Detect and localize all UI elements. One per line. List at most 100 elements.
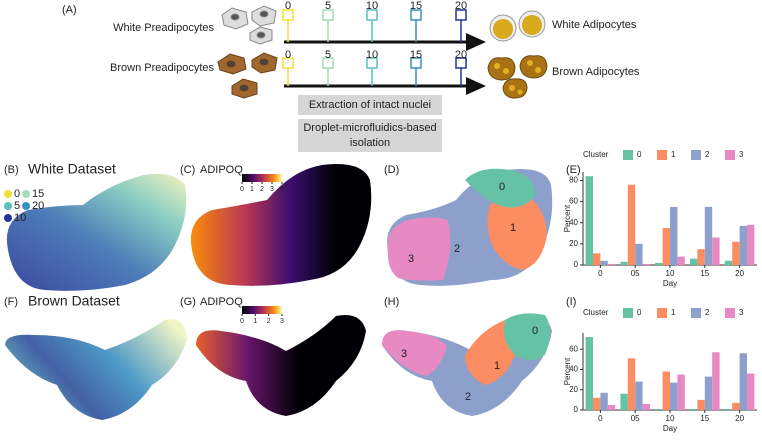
legend-label: 0 — [637, 150, 642, 159]
bar — [712, 237, 720, 265]
bar — [704, 206, 713, 265]
bar — [677, 374, 685, 410]
bar — [607, 263, 616, 265]
bar — [642, 263, 650, 265]
legend-label: 1 — [671, 150, 676, 159]
day-label: 20 — [455, 0, 467, 12]
bar — [635, 243, 643, 265]
bar — [662, 371, 670, 410]
x-tick-label: 05 — [631, 269, 640, 278]
bar — [662, 228, 670, 265]
legend-swatch — [691, 308, 701, 318]
step-text: Extraction of intact nuclei — [309, 99, 431, 111]
legend-swatch — [691, 150, 701, 160]
day-square — [282, 9, 294, 21]
legend-swatch — [623, 308, 633, 318]
panel-label: (C) — [180, 164, 195, 176]
bar — [724, 408, 733, 410]
gene-label: ADIPOQ — [200, 296, 243, 308]
bar — [690, 408, 698, 410]
panel-title: Brown Dataset — [28, 293, 120, 309]
colorbar — [242, 174, 282, 182]
bar — [620, 261, 628, 265]
legend-label: 10 — [14, 212, 26, 224]
bar — [620, 393, 628, 410]
panel-label: (F) — [4, 296, 18, 308]
bar — [697, 249, 705, 265]
colorbar — [242, 306, 282, 314]
brown-preadipocytes — [217, 52, 278, 99]
day-label: 20 — [455, 49, 467, 61]
white-preadipocytes — [221, 5, 277, 45]
legend-dot — [22, 190, 30, 198]
cluster-label: 2 — [454, 243, 460, 255]
x-tick-label: 0 — [598, 414, 603, 423]
row-end: White Adipocytes — [552, 19, 637, 31]
y-tick-label: 0 — [574, 405, 579, 414]
umap-white-day — [6, 173, 187, 291]
x-tick-label: 10 — [666, 269, 675, 278]
legend-label: 15 — [32, 188, 44, 200]
day-square — [455, 57, 467, 69]
colorbar-tick-label: 0 — [240, 186, 244, 193]
timeline-arrow — [466, 33, 486, 51]
panel-label: (B) — [4, 164, 19, 176]
legend-label: 2 — [705, 150, 710, 159]
cluster-label: 3 — [401, 348, 407, 360]
cluster-label: 0 — [532, 325, 538, 337]
bar — [635, 381, 643, 410]
legend-label: 2 — [705, 308, 710, 317]
bar — [655, 408, 663, 410]
umap-white-cluster-3 — [387, 217, 451, 281]
x-axis-title: Day — [663, 279, 677, 288]
y-tick-label: 40 — [569, 365, 578, 374]
bar — [677, 256, 685, 265]
day-label: 5 — [325, 49, 331, 61]
step-box — [298, 95, 442, 115]
day-label: 10 — [366, 49, 378, 61]
day-label: 0 — [285, 0, 291, 12]
legend-swatch — [623, 150, 633, 160]
step-box — [298, 119, 442, 152]
cluster-label: 0 — [499, 181, 505, 193]
legend-dot — [4, 214, 12, 222]
y-tick-label: 80 — [569, 176, 578, 185]
legend-dot — [4, 190, 12, 198]
day-label: 15 — [410, 0, 422, 12]
bar — [690, 258, 698, 265]
legend-label: 0 — [14, 188, 20, 200]
day-label: 10 — [366, 0, 378, 12]
legend-swatch — [657, 150, 667, 160]
day-square — [322, 57, 334, 69]
umap-brown-cluster-0 — [503, 313, 550, 360]
x-tick-label: 0 — [598, 269, 603, 278]
day-label: 0 — [285, 49, 291, 61]
bar — [600, 260, 608, 265]
panel-label: (D) — [384, 164, 399, 176]
bar — [739, 353, 747, 410]
x-tick-label: 10 — [666, 414, 675, 423]
x-tick-label: 05 — [631, 414, 640, 423]
colorbar-tick-label: 0 — [240, 318, 244, 325]
legend-title: Cluster — [583, 308, 609, 317]
bar — [670, 382, 678, 410]
colorbar-tick-label: 4 — [280, 186, 284, 193]
umap-brown-expr — [196, 315, 366, 416]
bar — [585, 337, 594, 410]
colorbar-tick-label: 3 — [280, 318, 284, 325]
cluster-label: 1 — [494, 360, 500, 372]
bar — [746, 224, 755, 265]
day-square — [455, 9, 467, 21]
legend-label: 1 — [671, 308, 676, 317]
x-tick-label: 15 — [700, 414, 709, 423]
bar — [655, 262, 663, 265]
bar — [585, 176, 594, 265]
bar — [593, 397, 601, 410]
day-square — [366, 9, 378, 21]
panel-label: (G) — [180, 296, 196, 308]
bar — [712, 352, 720, 410]
bar — [746, 373, 755, 410]
y-axis-title: Percent — [563, 357, 572, 385]
legend-swatch — [725, 150, 735, 160]
